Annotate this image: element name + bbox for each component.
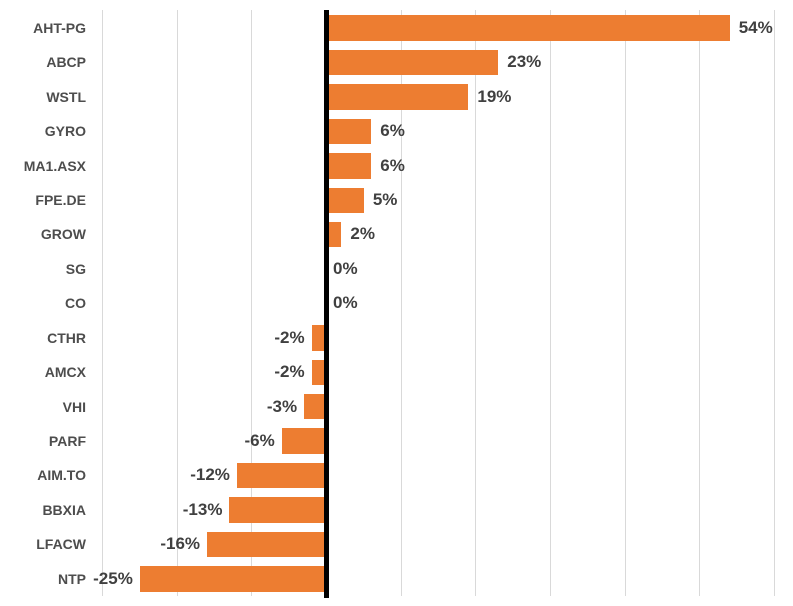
zero-axis-line [324,10,329,598]
category-label: WSTL [46,88,86,105]
gridline [176,10,178,596]
data-label: 0% [333,258,358,278]
category-label: MA1.ASX [23,157,86,174]
category-label: ABCP [46,54,86,71]
bar [304,393,327,420]
bar [311,325,327,351]
category-label: FPE.DE [35,192,86,209]
gridline [400,10,402,596]
data-label: -2% [274,327,305,347]
data-label: -16% [160,534,201,554]
data-label: -25% [93,568,133,588]
category-label: VHI [62,398,86,415]
gridline [475,10,477,596]
data-label: -6% [244,430,275,450]
data-label: -2% [274,362,305,382]
bar [236,462,327,489]
data-label: -3% [266,396,298,416]
bar [326,15,730,41]
category-label: LFACW [36,536,86,553]
bar [326,118,372,145]
data-label: 5% [372,190,398,210]
gridline [251,10,253,596]
bar [326,84,469,110]
gridline [550,10,551,596]
category-label: AHT-PG [33,20,86,36]
bar [229,497,327,523]
data-label: 0% [333,293,358,313]
bar [139,566,327,592]
bar [281,428,327,454]
data-label: 6% [380,155,405,175]
bar [326,221,342,248]
bar [326,153,372,179]
bar [207,531,327,558]
bar [326,49,499,76]
data-label: 2% [350,224,375,244]
data-label: -12% [190,465,230,485]
category-label: AIM.TO [37,467,86,484]
bar [311,359,327,386]
data-label: 23% [507,52,542,72]
category-label: NTP [58,570,86,587]
gridline [101,10,103,596]
gridline [699,10,701,596]
data-label: 54% [738,18,773,37]
gridline [624,10,626,596]
category-label: BBXIA [42,501,86,518]
category-label: CO [65,295,86,312]
category-label: SG [65,260,86,277]
category-label: GYRO [44,123,86,140]
gridline [774,10,776,596]
category-label: AMCX [44,364,86,381]
category-label: GROW [40,226,86,243]
data-label: -13% [182,499,223,519]
bar [326,187,364,213]
category-label: CTHR [47,329,86,346]
data-label: 6% [380,121,405,141]
category-label: PARF [48,432,86,449]
data-label: 19% [477,86,512,106]
